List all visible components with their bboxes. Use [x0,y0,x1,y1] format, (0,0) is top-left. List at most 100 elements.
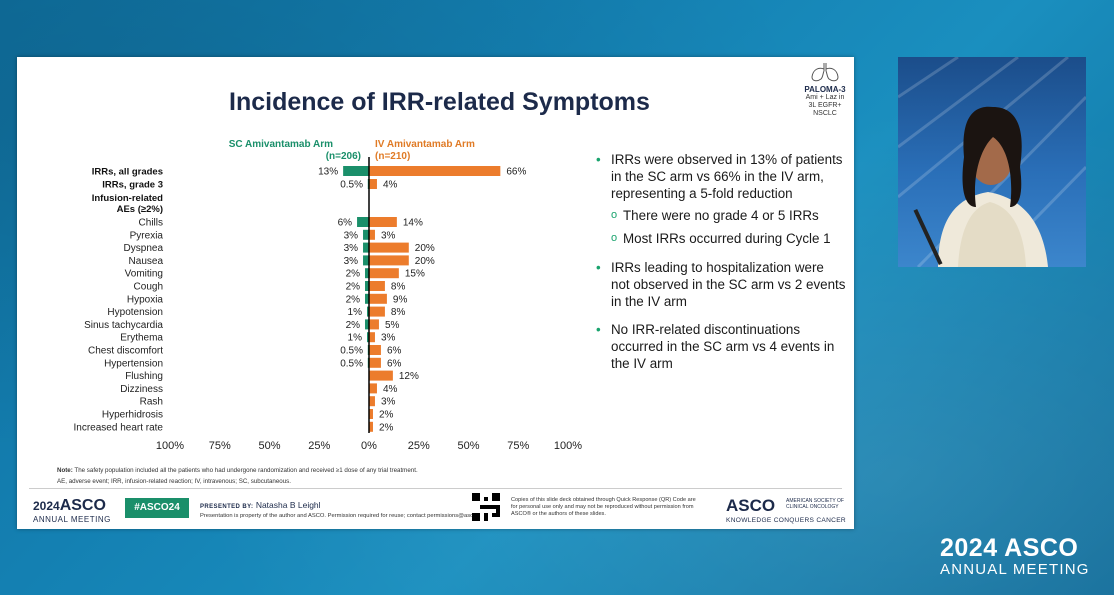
sc-value-label: 2% [346,320,361,331]
category-label: Erythema [120,333,163,344]
meeting-overlay-logo: 2024 ASCO ANNUAL MEETING [940,534,1090,578]
iv-bar [369,229,375,240]
category-label: Flushing [125,371,163,382]
sc-bar [365,319,369,330]
x-tick-label: 100% [554,440,582,452]
sc-value-label: 3% [344,256,359,267]
sc-value-label: 2% [346,269,361,280]
qr-code-icon [472,493,500,521]
presenter-name: Natasha B Leighl [255,500,321,510]
iv-value-label: 2% [379,422,394,433]
iv-bar [369,242,409,253]
iv-value-label: 8% [391,307,406,318]
study-name: PALOMA-3 [804,85,846,94]
qr-disclaimer: Copies of this slide deck obtained throu… [511,497,696,517]
sub-bullet-item: Most IRRs occurred during Cycle 1 [596,230,846,247]
iv-value-label: 2% [379,410,394,421]
society-tagline: KNOWLEDGE CONQUERS CANCER [726,517,846,524]
iv-bar [369,357,381,368]
sc-bar [365,293,369,304]
iv-value-label: 66% [506,167,526,178]
iv-bar [369,306,385,317]
sc-value-label: 2% [346,294,361,305]
sc-series-n: (n=206) [326,151,361,162]
category-label: Hyperhidrosis [102,410,163,421]
iv-value-label: 12% [399,371,419,382]
sc-value-label: 1% [348,307,363,318]
x-tick-label: 50% [258,440,280,452]
x-tick-label: 25% [408,440,430,452]
property-notice: Presentation is property of the author a… [200,513,487,519]
sc-value-label: 2% [346,282,361,293]
iv-bar [369,332,375,343]
study-line3: 3L EGFR+ NSCLC [808,102,842,117]
sc-bar [363,229,369,240]
iv-value-label: 6% [387,358,402,369]
sc-bar [357,217,369,227]
sc-bar [363,255,369,266]
iv-value-label: 3% [381,333,396,344]
category-label: Rash [140,397,163,408]
category-label: Pyrexia [130,230,164,241]
iv-bar [369,179,377,189]
footer-divider [29,488,842,489]
iv-bar [369,409,373,419]
iv-value-label: 5% [385,320,400,331]
iv-value-label: 9% [393,294,408,305]
asco-wordmark: ASCO [726,496,776,515]
x-tick-label: 0% [361,440,377,452]
category-label: IRRs, grade 3 [102,180,163,191]
sc-value-label: 0.5% [340,358,363,369]
iv-value-label: 20% [415,256,435,267]
iv-bar [369,281,385,291]
iv-bar [369,319,379,330]
x-tick-label: 50% [457,440,479,452]
iv-bar [369,383,377,394]
slide-title: Incidence of IRR-related Symptoms [229,88,650,116]
category-label: Chills [139,218,163,229]
category-label: Nausea [129,256,164,267]
sc-value-label: 3% [344,243,359,254]
sc-bar [367,306,369,317]
presenter-image [898,57,1086,267]
abbreviations: AE, adverse event; IRR, infusion-related… [57,478,291,485]
iv-series-n: (n=210) [375,151,410,162]
category-label: Increased heart rate [74,422,164,433]
category-label: Hypotension [107,307,163,318]
asco-society-logo: ASCO AMERICAN SOCIETY OF CLINICAL ONCOLO… [726,496,846,524]
sc-bar [363,242,369,253]
iv-bar [369,345,381,355]
x-tick-label: 25% [308,440,330,452]
society-name: AMERICAN SOCIETY OF CLINICAL ONCOLOGY [786,498,844,510]
presenter-video [898,57,1086,267]
group-label-line2: AEs (≥2%) [117,204,163,215]
sc-bar [367,332,369,343]
note-text: The safety population included all the p… [72,467,418,474]
asco-meeting-logo: 2024ASCO ANNUAL MEETING [33,497,111,524]
sub-bullet-item: There were no grade 4 or 5 IRRs [596,207,846,224]
category-label: Vomiting [125,269,163,280]
bullet-list: IRRs were observed in 13% of patients in… [596,151,846,383]
category-label: Hypoxia [127,294,164,305]
iv-bar [369,268,399,279]
category-label: Chest discomfort [88,346,163,357]
iv-value-label: 4% [383,384,398,395]
sc-value-label: 6% [338,218,353,229]
sc-value-label: 0.5% [340,346,363,357]
iv-value-label: 3% [381,397,396,408]
iv-value-label: 4% [383,180,398,191]
iv-bar [369,421,373,432]
iv-bar [369,293,387,304]
category-label: Hypertension [104,358,163,369]
sc-value-label: 13% [318,167,338,178]
iv-value-label: 15% [405,269,425,280]
overlay-logo-line2: ANNUAL MEETING [940,561,1090,578]
hashtag-badge: #ASCO24 [125,498,189,518]
presenter-block: PRESENTED BY: Natasha B Leighl Presentat… [200,500,486,519]
sc-bar [365,281,369,291]
iv-bar [369,370,393,381]
iv-bar [369,217,397,227]
iv-value-label: 3% [381,230,396,241]
sc-value-label: 0.5% [340,180,363,191]
iv-bar [369,255,409,266]
